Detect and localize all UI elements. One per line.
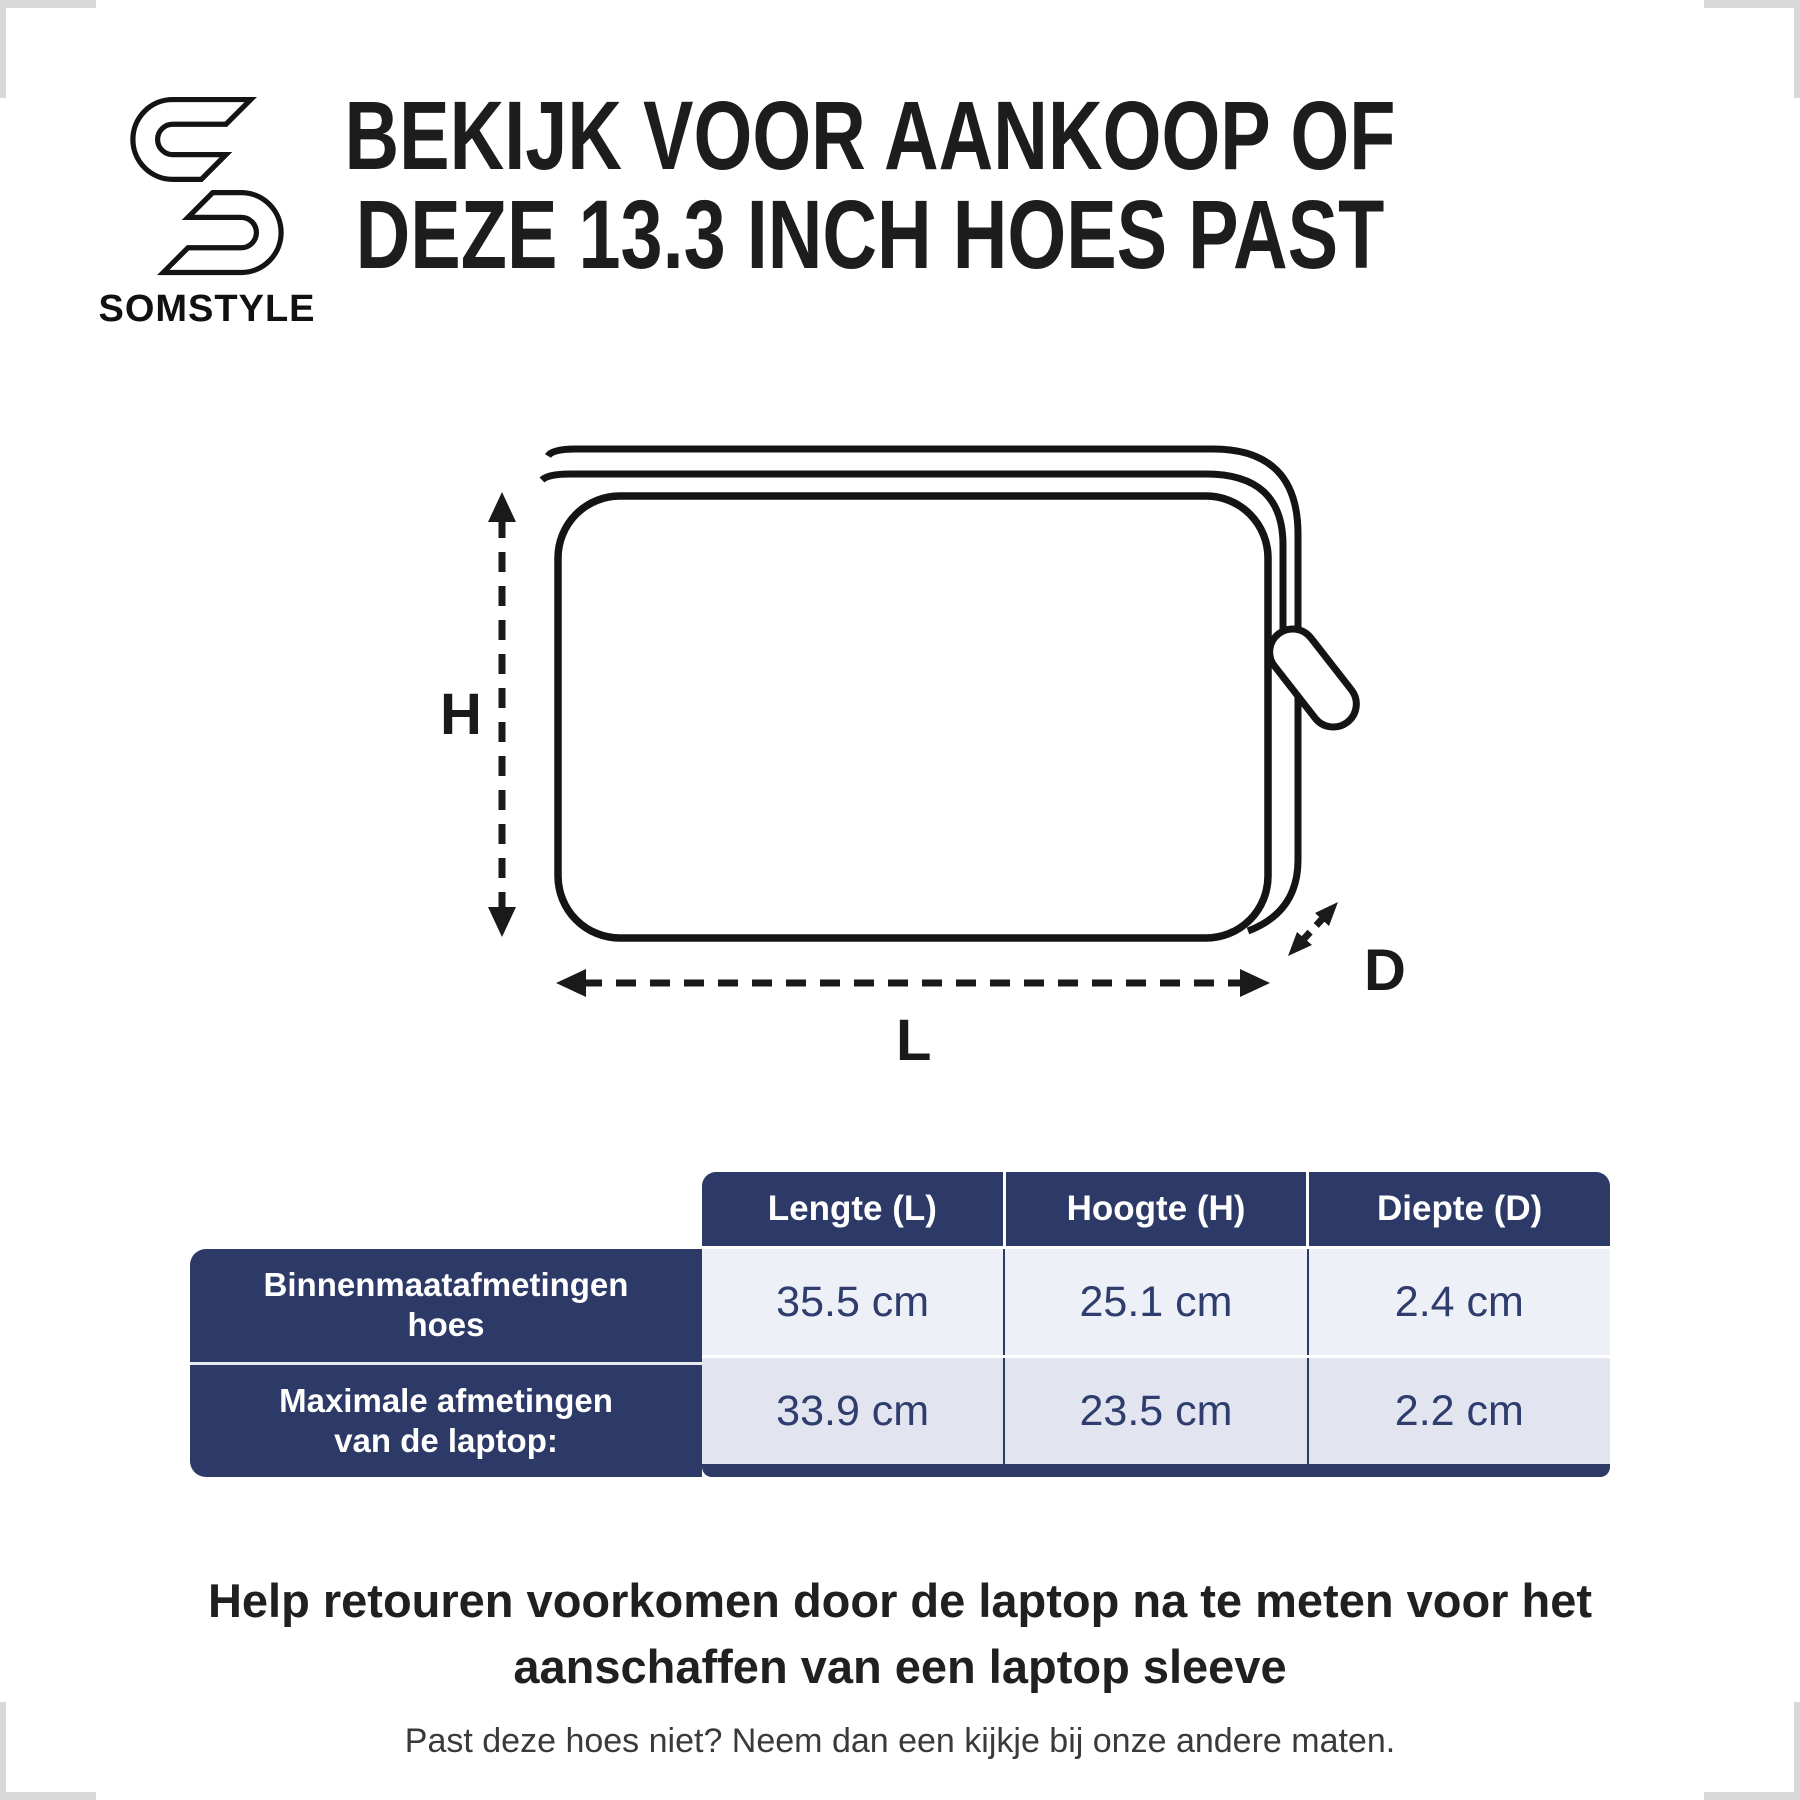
row-label-maximale: Maximale afmetingen van de laptop: [190,1361,702,1478]
value-cell: 35.5 cm [776,1277,930,1326]
zipper-pull-icon [1266,625,1360,731]
length-label: L [896,1008,931,1073]
value-cell: 25.1 cm [1003,1249,1306,1355]
table-header-row: Lengte (L) Hoogte (H) Diepte (D) [702,1172,1610,1246]
page-title-line2: DEZE 13.3 INCH HOES PAST [355,180,1385,289]
sleeve-middle-layer [539,470,1287,632]
table-row-maximale-values: 33.9 cm 23.5 cm 2.2 cm [702,1358,1610,1464]
table-row-label-column: Binnenmaatafmetingen hoes Maximale afmet… [190,1249,702,1477]
depth-label: D [1364,938,1406,1003]
fit-heading: Help retouren voorkomen door de laptop n… [0,1568,1800,1700]
d-arrow-icon [1288,902,1338,956]
value-cell: 2.4 cm [1306,1249,1610,1355]
column-header-hoogte: Hoogte (H) [1002,1172,1307,1246]
value-cell: 2.2 cm [1306,1358,1610,1464]
fit-note: Past deze hoes niet? Neem dan een kijkje… [404,1722,1396,1760]
brand-name: SOMSTYLE [98,288,316,330]
corner-mark-bottom-right [1704,1702,1800,1800]
table-bottom-strip [702,1464,1610,1477]
h-arrow-icon [488,492,516,937]
corner-mark-top-right [1704,0,1800,98]
value-cell: 23.5 cm [1003,1358,1306,1464]
corner-mark-bottom-left [0,1702,96,1800]
row-label-binnenmaat: Binnenmaatafmetingen hoes [190,1249,702,1362]
row-label-line: Binnenmaatafmetingen [263,1266,629,1304]
sleeve-front-panel [554,492,1272,942]
sleeve-back-layer [544,445,1302,935]
corner-mark-top-left [0,0,96,98]
table-row-binnenmaat-values: 35.5 cm 25.1 cm 2.4 cm [702,1249,1610,1355]
sleeve-diagram: H L D [440,445,1406,1073]
value-cell: 33.9 cm [776,1386,930,1435]
l-arrow-icon [556,969,1270,997]
fit-heading-line1: Help retouren voorkomen door de laptop n… [207,1574,1593,1627]
column-header-diepte: Diepte (D) [1306,1172,1610,1246]
page-title: BEKIJK VOOR AANKOOP OF DEZE 13.3 INCH HO… [0,86,1740,284]
page-title-line1: BEKIJK VOOR AANKOOP OF [344,81,1396,190]
row-label-line: hoes [407,1306,485,1344]
row-label-line: van de laptop: [334,1421,558,1459]
fit-heading-line2: aanschaffen van een laptop sleeve [513,1640,1287,1693]
height-label: H [440,682,482,747]
somstyle-logo-icon [130,96,284,276]
row-label-line: Maximale afmetingen [279,1381,613,1419]
column-header-lengte: Lengte (L) [767,1189,937,1228]
